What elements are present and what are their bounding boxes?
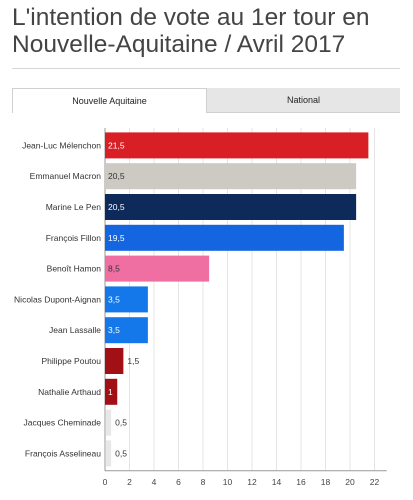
x-tick-label: 14 (272, 477, 282, 487)
category-label: Philippe Poutou (41, 356, 101, 366)
value-label: 0,5 (115, 448, 127, 458)
region-tabs: Nouvelle Aquitaine National (12, 88, 400, 113)
value-label: 8,5 (108, 264, 120, 274)
tab-nouvelle-aquitaine[interactable]: Nouvelle Aquitaine (12, 88, 207, 113)
bar (105, 317, 148, 344)
x-tick-label: 20 (345, 477, 355, 487)
category-label: Jean-Luc Mélenchon (22, 140, 101, 150)
bar (105, 409, 112, 436)
value-label: 19,5 (108, 233, 125, 243)
x-tick-label: 12 (247, 477, 257, 487)
bar (105, 286, 148, 313)
bar (105, 163, 357, 190)
category-label: Emmanuel Macron (30, 171, 102, 181)
x-tick-label: 6 (176, 477, 181, 487)
category-label: Jean Lassalle (49, 325, 101, 335)
bar (105, 378, 118, 405)
value-label: 21,5 (108, 140, 125, 150)
category-label: Marine Le Pen (46, 202, 102, 212)
x-tick-label: 8 (201, 477, 206, 487)
title-divider (12, 68, 400, 69)
bar (105, 132, 369, 159)
value-label: 3,5 (108, 294, 120, 304)
value-label: 20,5 (108, 202, 125, 212)
x-tick-label: 16 (296, 477, 306, 487)
chart-title: L'intention de vote au 1er tour en Nouve… (12, 4, 370, 58)
category-label: Nicolas Dupont-Aignan (14, 294, 101, 304)
x-tick-label: 18 (321, 477, 331, 487)
x-tick-label: 22 (370, 477, 380, 487)
value-label: 0,5 (115, 418, 127, 428)
value-label: 3,5 (108, 325, 120, 335)
x-tick-label: 0 (103, 477, 108, 487)
category-label: François Asselineau (25, 448, 101, 458)
tab-national[interactable]: National (207, 88, 400, 113)
category-label: Jacques Cheminade (24, 418, 102, 428)
x-tick-label: 2 (127, 477, 132, 487)
value-label: 1 (108, 387, 113, 397)
value-label: 20,5 (108, 171, 125, 181)
bar (105, 224, 344, 251)
bar (105, 440, 112, 467)
bar (105, 194, 357, 220)
category-label: Benoît Hamon (47, 264, 102, 274)
x-tick-label: 4 (152, 477, 157, 487)
category-label: Nathalie Arthaud (38, 387, 101, 397)
bar (105, 255, 210, 282)
x-tick-label: 10 (223, 477, 233, 487)
value-label: 1,5 (127, 356, 139, 366)
bar (105, 348, 124, 374)
category-label: François Fillon (46, 233, 102, 243)
